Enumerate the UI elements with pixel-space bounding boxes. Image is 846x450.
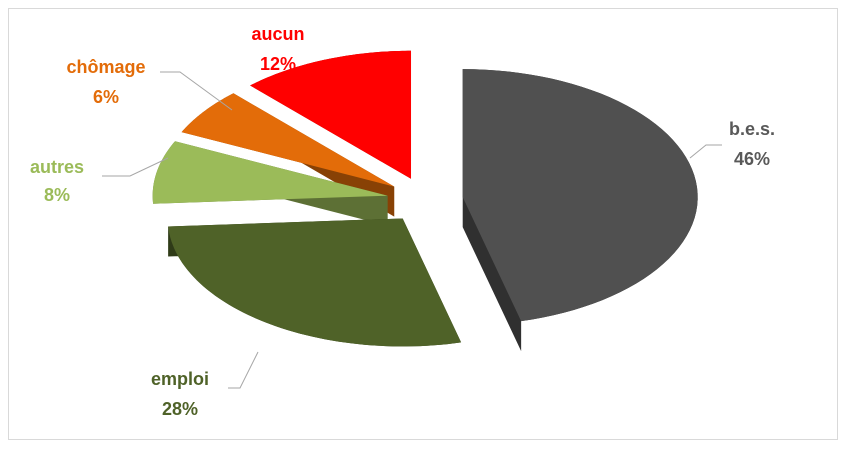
value-label: 8%	[44, 185, 70, 205]
category-label: emploi	[151, 369, 209, 389]
value-label: 46%	[734, 149, 770, 169]
value-label: 28%	[162, 399, 198, 419]
category-label: b.e.s.	[729, 119, 775, 139]
slice	[462, 69, 698, 322]
chart-frame	[8, 8, 838, 440]
category-label: aucun	[251, 24, 304, 44]
leader-line	[228, 351, 259, 389]
leader-line	[160, 71, 233, 111]
slice	[152, 141, 388, 204]
category-label: chômage	[66, 57, 145, 77]
slice	[168, 218, 462, 347]
category-label: autres	[30, 157, 84, 177]
slice	[181, 93, 395, 187]
slice	[250, 50, 412, 179]
leader-line	[102, 157, 169, 177]
value-label: 12%	[260, 54, 296, 74]
value-label: 6%	[93, 87, 119, 107]
leader-line	[689, 144, 722, 159]
